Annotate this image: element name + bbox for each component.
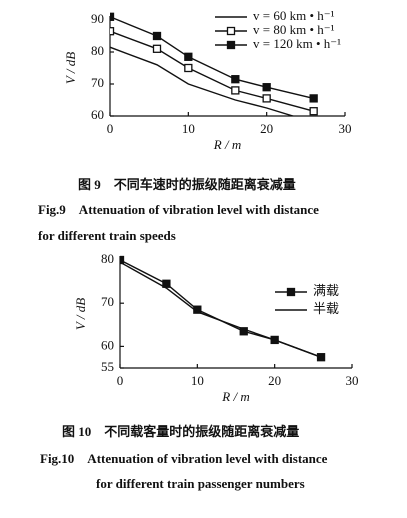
series-line — [110, 30, 314, 112]
x-tick-label: 20 — [268, 373, 281, 388]
marker — [184, 52, 193, 61]
marker — [286, 287, 296, 297]
legend-label: 半载 — [313, 301, 339, 316]
legend-label: 满载 — [313, 283, 339, 298]
marker — [231, 75, 240, 84]
caption-line: 图 9 不同车速时的振级随距离衰减量 — [78, 177, 296, 192]
plot-area — [120, 255, 326, 362]
x-tick-label: 30 — [339, 121, 352, 136]
x-tick-label: 0 — [107, 121, 114, 136]
marker — [239, 327, 248, 336]
marker — [262, 83, 271, 92]
y-tick-label: 60 — [101, 337, 114, 352]
x-axis-label: R / m — [221, 389, 249, 404]
marker — [262, 94, 271, 103]
marker — [309, 107, 318, 116]
y-tick-label: 80 — [101, 251, 114, 266]
x-tick-label: 10 — [191, 373, 204, 388]
x-tick-label: 10 — [182, 121, 195, 136]
x-axis-label: R / m — [213, 137, 241, 152]
legend-label: v = 80 km • h⁻¹ — [253, 22, 335, 37]
marker — [120, 255, 125, 265]
y-axis-label: V / dB — [73, 298, 88, 330]
series-line — [110, 16, 314, 100]
y-tick-label: 55 — [101, 359, 114, 374]
y-axis-label: V / dB — [63, 52, 78, 84]
series-line — [110, 46, 296, 116]
legend-label: v = 60 km • h⁻¹ — [253, 8, 335, 23]
caption-line: Fig.10 Attenuation of vibration level wi… — [40, 451, 328, 466]
series-line — [120, 261, 322, 358]
x-tick-label: 0 — [117, 373, 124, 388]
x-tick-label: 30 — [346, 373, 359, 388]
legend-label: v = 120 km • h⁻¹ — [253, 36, 341, 51]
marker — [226, 26, 236, 36]
caption-line: 图 10 不同载客量时的振级随距离衰减量 — [62, 424, 299, 439]
y-tick-label: 80 — [91, 43, 104, 58]
marker — [110, 12, 115, 21]
y-tick-label: 90 — [91, 11, 104, 26]
marker — [152, 31, 162, 41]
series-line — [120, 259, 322, 358]
plot-area — [110, 12, 318, 116]
marker — [152, 44, 162, 53]
x-tick-label: 20 — [260, 121, 273, 136]
marker — [162, 279, 171, 288]
marker — [231, 86, 240, 95]
y-tick-label: 60 — [91, 107, 104, 122]
y-tick-label: 70 — [101, 294, 114, 309]
marker — [184, 63, 193, 73]
marker — [110, 27, 115, 36]
marker — [226, 40, 236, 50]
caption-line: for different train passenger numbers — [96, 476, 305, 491]
caption-line: Fig.9 Attenuation of vibration level wit… — [38, 202, 319, 217]
y-tick-label: 70 — [91, 75, 104, 90]
marker — [309, 94, 318, 103]
caption-line: for different train speeds — [38, 228, 176, 243]
